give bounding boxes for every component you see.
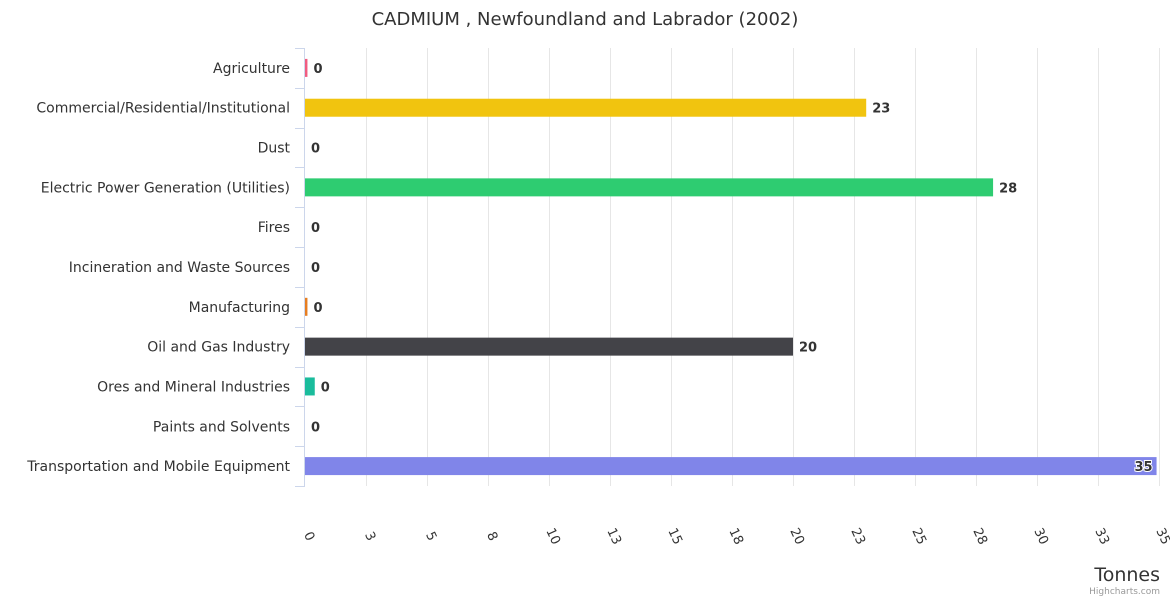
data-label: 0 (313, 301, 322, 316)
x-tick-label: 3 (361, 530, 378, 544)
data-label: 28 (999, 181, 1017, 196)
x-tick-label: 8 (483, 530, 500, 544)
category-label: Oil and Gas Industry (147, 340, 290, 356)
category-label: Agriculture (213, 61, 290, 77)
bar[interactable] (305, 377, 315, 396)
x-tick-label: 33 (1091, 526, 1112, 547)
value-axis-title: Tonnes (1093, 564, 1160, 586)
category-label: Manufacturing (189, 300, 290, 316)
data-label: 0 (311, 221, 320, 236)
x-tick-label: 5 (422, 530, 439, 544)
bar[interactable] (305, 457, 1157, 476)
x-axis-ticks: 0 3 5 8 10 13 15 18 20 23 25 28 30 33 35 (300, 526, 1170, 547)
data-label: 0 (321, 380, 330, 395)
category-label: Fires (258, 220, 290, 236)
category-label: Incineration and Waste Sources (69, 260, 290, 276)
category-label: Dust (258, 141, 291, 157)
x-tick-label: 25 (908, 526, 929, 547)
category-label: Commercial/Residential/Institutional (36, 101, 290, 117)
x-tick-label: 28 (969, 526, 990, 547)
bar[interactable] (305, 337, 793, 356)
category-label: Transportation and Mobile Equipment (26, 459, 290, 475)
bars: 0 23 0 28 0 0 0 20 0 0 35 (305, 58, 1157, 476)
x-tick-label: 10 (542, 526, 563, 547)
x-tick-label: 30 (1030, 526, 1051, 547)
category-label: Paints and Solvents (153, 419, 290, 435)
data-label: 20 (799, 341, 817, 356)
category-label: Electric Power Generation (Utilities) (41, 180, 290, 196)
data-label: 0 (311, 420, 320, 435)
x-tick-label: 23 (847, 526, 868, 547)
data-label: 0 (313, 62, 322, 77)
chart-title: CADMIUM , Newfoundland and Labrador (200… (372, 9, 799, 30)
x-tick-label: 18 (725, 526, 746, 547)
gridlines (295, 48, 1160, 487)
bar[interactable] (305, 58, 308, 77)
data-label: 23 (872, 102, 890, 117)
x-tick-label: 35 (1152, 526, 1170, 547)
data-label: 35 (1134, 460, 1152, 475)
data-label: 0 (311, 142, 320, 157)
x-tick-label: 15 (664, 526, 685, 547)
x-tick-label: 0 (300, 530, 317, 544)
bar[interactable] (305, 297, 308, 316)
x-tick-label: 13 (603, 526, 624, 547)
bar[interactable] (305, 178, 994, 197)
category-labels: Agriculture Commercial/Residential/Instit… (26, 61, 290, 475)
credits[interactable]: Highcharts.com (1089, 587, 1160, 597)
data-label: 0 (311, 261, 320, 276)
bar[interactable] (305, 98, 867, 117)
category-label: Ores and Mineral Industries (97, 379, 290, 395)
x-tick-label: 20 (786, 526, 807, 547)
